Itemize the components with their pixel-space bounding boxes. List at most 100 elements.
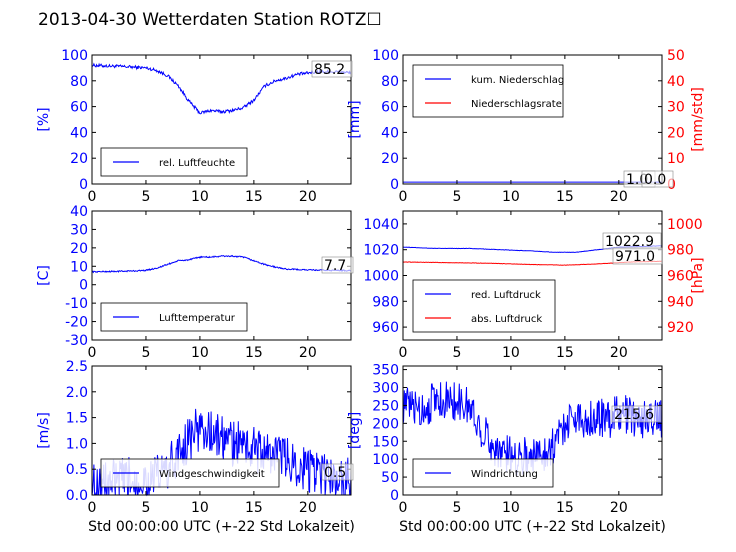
y-tick-label: 0.5: [66, 462, 88, 478]
y-tick-label: 50: [381, 470, 399, 486]
y-tick-label: 1000: [363, 269, 399, 285]
annotation-value: 85.2: [314, 62, 345, 78]
y-tick-label: 980: [372, 294, 399, 310]
legend-entry: Lufttemperatur: [159, 313, 236, 324]
x-tick-label: 5: [141, 345, 150, 361]
y-tick-label: 200: [372, 416, 399, 432]
x-axis-label: Std 00:00:00 UTC (+-22 Std Lokalzeit): [88, 519, 355, 535]
chart-panel-4: 0 5 10 15 20 960 980 1000 1020 1040 920 940 960 980 10…: [363, 210, 706, 361]
x-tick-label: 5: [452, 345, 461, 361]
y-tick-label: 350: [372, 363, 399, 379]
annotation-box: [612, 247, 663, 265]
y-tick-label: 80: [381, 74, 399, 90]
legend-entry: Windgeschwindigkeit: [159, 469, 265, 480]
annotation-box: [311, 60, 353, 78]
y-tick-label: 250: [372, 398, 399, 414]
chart-panel-5: 0 5 10 15 20 0.0 0.5 1.0 1.5 2.0 2.5 [m/s] Std 00:00…: [36, 359, 355, 535]
x-tick-label: 15: [245, 500, 263, 516]
annotation-value: 971.0: [615, 249, 655, 265]
legend-box: [100, 302, 248, 332]
x-tick-label: 5: [141, 189, 150, 205]
y-right-tick-label: 920: [667, 320, 694, 336]
annotation-value: 215.6: [614, 407, 654, 423]
x-tick-label: 20: [299, 345, 317, 361]
y-axis-label: [%]: [36, 107, 52, 131]
y-tick-label: 0: [390, 177, 399, 193]
annotation-value: 0.5: [324, 465, 346, 481]
x-tick-label: 20: [299, 500, 317, 516]
y-right-tick-label: 20: [667, 125, 685, 141]
chart-panel-2: 0510152002040608010001020304050[mm][mm/s…: [347, 48, 706, 205]
y-right-tick-label: 940: [667, 294, 694, 310]
x-tick-label: 20: [610, 500, 628, 516]
y-right-tick-label: 980: [667, 243, 694, 259]
y-right-tick-label: 1000: [667, 217, 703, 233]
legend: Windgeschwindigkeit: [100, 458, 280, 488]
chart-panel-1: 0 5 10 15 20 0 20 40 60 80 100 [%] rel. Luftfeuchte 8…: [36, 48, 353, 205]
y-tick-label: 30: [70, 222, 88, 238]
annotation-box: [611, 405, 662, 423]
plot-frame: [402, 365, 663, 496]
y-tick-label: 0.0: [66, 488, 88, 504]
legend-entry: red. Luftdruck: [471, 290, 541, 301]
y-tick-label: 2.0: [66, 385, 88, 401]
legend-entry: Niederschlagsrate: [471, 99, 562, 110]
legend: Lufttemperatur: [100, 302, 248, 332]
x-tick-label: 0: [399, 345, 408, 361]
y-right-axis-label: [mm/std]: [690, 87, 706, 152]
plot-frame: [402, 54, 663, 185]
y-tick-label: 100: [61, 48, 88, 64]
y-tick-label: 20: [70, 151, 88, 167]
y-tick-label: 10: [70, 259, 88, 275]
x-tick-label: 0: [399, 500, 408, 516]
legend: red. Luftdruck abs. Luftdruck: [412, 279, 556, 333]
x-tick-label: 15: [556, 345, 574, 361]
y-tick-label: -20: [65, 315, 88, 331]
legend-box: [412, 279, 556, 333]
y-tick-label: 1020: [363, 243, 399, 259]
x-tick-label: 15: [245, 189, 263, 205]
y-tick-label: 0: [79, 278, 88, 294]
y-tick-label: 20: [70, 241, 88, 257]
plot-frame: [91, 54, 352, 185]
legend: kum. Niederschlag Niederschlagsrate: [412, 64, 564, 118]
x-tick-label: 10: [191, 189, 209, 205]
x-tick-label: 5: [452, 500, 461, 516]
annotation-value: 0.0: [644, 172, 666, 188]
y-right-tick-label: 960: [667, 269, 694, 285]
legend: Windrichtung: [412, 458, 554, 488]
y-tick-label: -30: [65, 333, 88, 349]
page-title: 2013-04-30 Wetterdaten Station ROTZ☐: [38, 10, 382, 30]
y-tick-label: 40: [70, 125, 88, 141]
legend-box: [100, 458, 280, 488]
y-tick-label: 80: [70, 74, 88, 90]
x-tick-label: 20: [610, 189, 628, 205]
legend-entry: kum. Niederschlag: [471, 75, 564, 86]
annotation-box: [641, 170, 674, 188]
x-tick-label: 15: [245, 345, 263, 361]
y-tick-label: 60: [70, 100, 88, 116]
y-tick-label: 150: [372, 434, 399, 450]
legend-box: [412, 64, 564, 118]
y-tick-label: 300: [372, 381, 399, 397]
chart-panel-3: 0 5 10 15 20 -30 -20 -10 0 10 20 30 40 [C] Lufttempera…: [36, 204, 354, 361]
y-tick-label: 1040: [363, 217, 399, 233]
y-tick-label: 0: [79, 177, 88, 193]
y-tick-label: 40: [70, 204, 88, 220]
x-tick-label: 10: [502, 500, 520, 516]
annotation-value: 7.7: [324, 258, 346, 274]
x-tick-label: 10: [502, 189, 520, 205]
y-right-tick-label: 30: [667, 100, 685, 116]
annotation-box: [321, 256, 354, 274]
y-tick-label: 0: [390, 488, 399, 504]
x-tick-label: 5: [452, 189, 461, 205]
series-line-1: [91, 62, 352, 115]
y-tick-label: 20: [381, 151, 399, 167]
x-axis-label: Std 00:00:00 UTC (+-22 Std Lokalzeit): [399, 519, 666, 535]
annotation-value: 1022.9: [605, 234, 654, 250]
x-tick-label: 10: [191, 500, 209, 516]
legend-entry: abs. Luftdruck: [471, 314, 542, 325]
y-axis-label: [deg]: [347, 412, 363, 449]
